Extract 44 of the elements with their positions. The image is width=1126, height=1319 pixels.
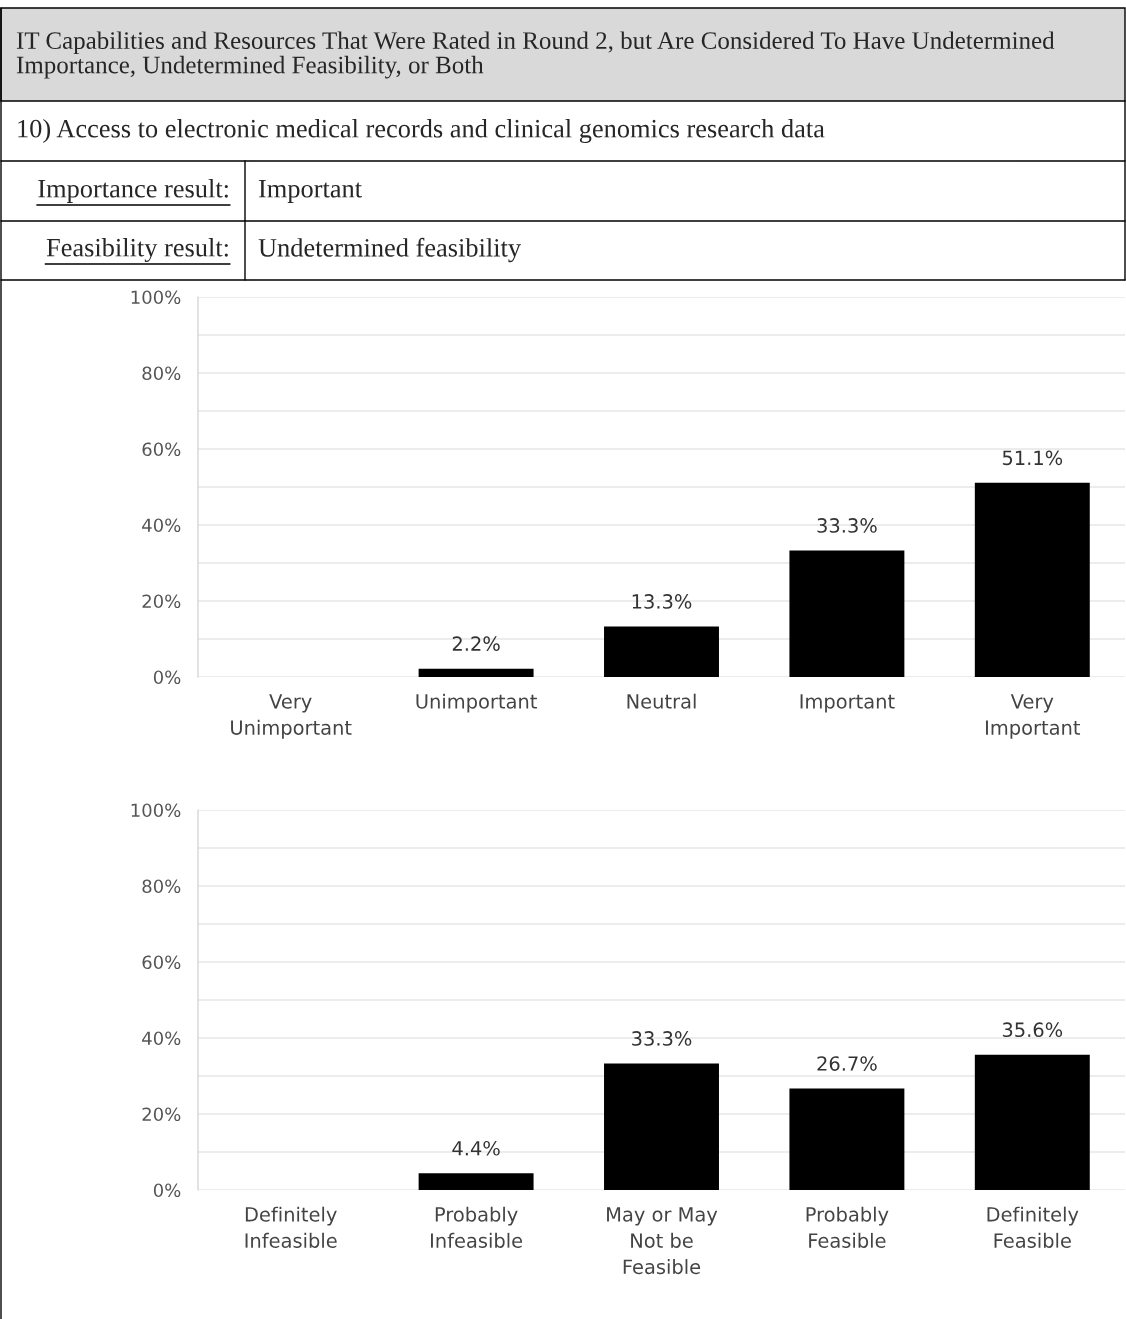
y-tick-label: 0% [153,1183,181,1198]
x-tick-label: Unimportant [416,693,537,713]
y-tick-label: 60% [142,442,181,457]
y-tick-label: 80% [142,366,181,381]
text: Feasibility result: [46,238,228,262]
y-tick-label: 80% [142,879,181,894]
x-tick-label: Neutral [627,693,696,709]
x-tick-label: Very Unimportant [231,694,352,739]
bar [604,1063,719,1190]
x-tick-label: Definitely Feasible [987,1206,1079,1248]
data-label: 35.6% [1002,1022,1063,1038]
bar [974,482,1090,677]
y-tick-label: 0% [153,670,181,685]
data-label: 26.7% [817,1056,877,1071]
text: Undetermined feasibility [258,237,521,263]
y-tick-label: 20% [142,1107,181,1122]
x-tick-label: Important [800,694,895,713]
x-tick-label: Very Important [986,694,1081,739]
text: Important [258,180,362,203]
text: Importance result: [38,179,228,203]
data-label: 4.4% [452,1140,500,1156]
y-tick-label: 40% [142,1031,181,1046]
bar [789,550,905,677]
y-tick-label: 40% [142,518,181,533]
bar [789,1088,905,1190]
data-label: 51.1% [1002,450,1063,466]
chart-subtitle: 10) Access to electronic medical records and clinical genomics research data [18,119,825,143]
y-tick-label: 100% [131,803,181,818]
x-tick-label: Probably Infeasible [430,1206,523,1248]
x-tick-label: Definitely Infeasible [245,1206,337,1248]
chart-title: IT Capabilities and Resources That Were Rated in Round 2, but Are Considered To Have Undetermined Importance, Undetermined Feasibility, or Both [16,31,1055,79]
data-label: 13.3% [632,594,692,609]
x-tick-label: May or May Not be Feasible [607,1207,718,1275]
y-tick-label: 100% [131,290,181,305]
y-tick-label: 60% [142,955,181,970]
bar [604,626,719,677]
bar [418,1173,534,1190]
data-label: 33.3% [632,1031,692,1046]
bar [418,668,534,677]
data-label: 2.2% [452,636,500,651]
y-tick-label: 20% [142,594,181,609]
x-tick-label: Probably Feasible [806,1206,889,1248]
data-label: 33.3% [817,518,877,533]
bar [974,1054,1090,1190]
